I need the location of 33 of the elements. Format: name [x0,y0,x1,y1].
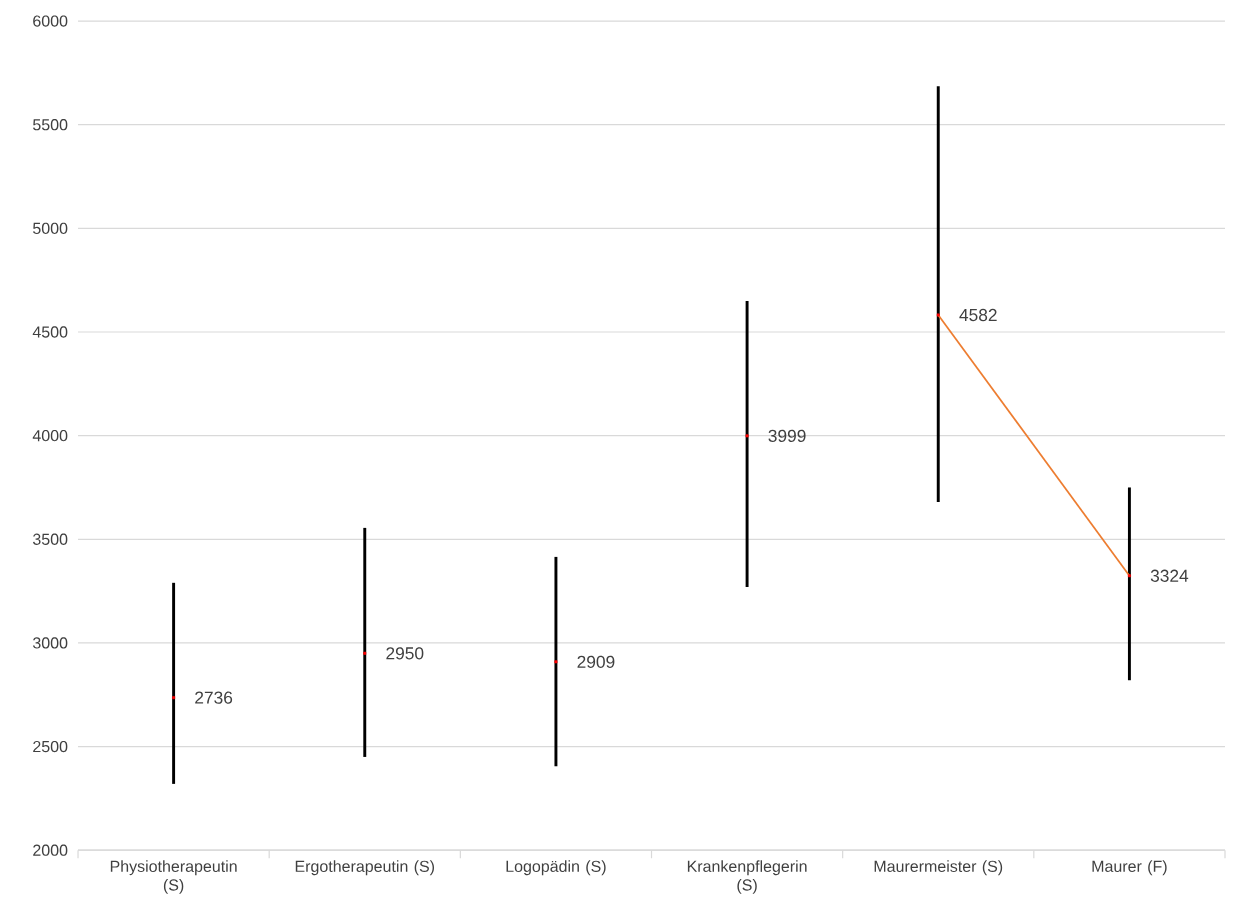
y-tick-label: 4000 [32,429,68,442]
point [936,313,940,317]
bar [172,582,176,784]
data-label: 2909 [577,655,615,668]
bar [745,300,749,587]
point [363,651,367,655]
data-label: 2736 [195,691,233,704]
y-tick-label: 3000 [32,637,68,649]
x-tick-label: Logopädin (S) [506,860,606,876]
x-tick-label: Maurer (F) [1092,860,1167,876]
bar [554,556,558,767]
x-tick-label: Maurermeister (S) [874,860,1003,876]
x-tick-label: Physiotherapeutin (S) [110,860,237,894]
point [1127,574,1131,578]
y-tick-label: 2500 [33,740,68,753]
bar [1127,487,1131,681]
y-tick-label: 5000 [33,222,68,234]
y-tick-label: 6000 [33,15,68,27]
data-label: 4582 [959,308,997,322]
y-tick-label: 2000 [33,844,68,856]
point [172,696,176,700]
bar [936,86,940,502]
data-label: 2950 [386,647,424,660]
data-label: 3999 [768,429,806,442]
bar [363,527,367,757]
point [745,434,749,438]
point [554,660,558,664]
y-tick-label: 3500 [32,533,68,545]
y-tick-label: 5500 [33,118,68,131]
y-tick-label: 4500 [32,326,68,338]
x-tick-label: Ergotherapeutin (S) [295,860,435,876]
x-tick-label: Krankenpflegerin (S) [687,860,807,894]
data-label: 3324 [1150,569,1189,582]
